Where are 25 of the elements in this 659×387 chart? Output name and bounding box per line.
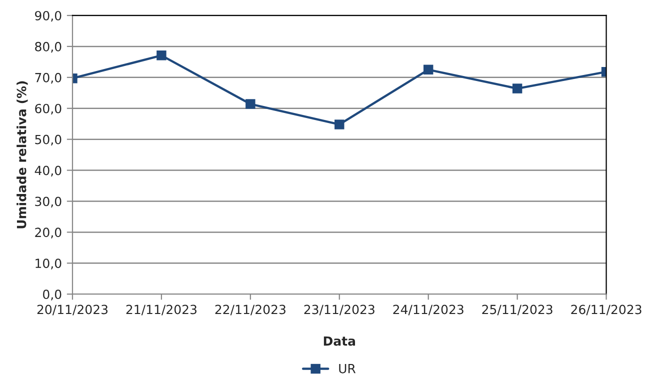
point — [423, 64, 434, 75]
point — [334, 120, 344, 130]
point — [512, 84, 522, 94]
x-tick-label: 20/11/2023 — [37, 304, 108, 316]
x-tick-label: 22/11/2023 — [215, 304, 286, 316]
x-tick-label: 21/11/2023 — [126, 304, 196, 316]
y-tick-label: 70,0 — [35, 72, 62, 84]
y-tick-label: 90,0 — [35, 10, 62, 22]
y-tick-label: 50,0 — [35, 134, 62, 146]
x-tick-label: 26/11/2023 — [571, 304, 642, 316]
y-tick-label: 20,0 — [35, 228, 62, 238]
y-tick-label: 40,0 — [34, 166, 62, 176]
y-tick-label: 60,0 — [35, 104, 62, 115]
y-tick-label: 80,0 — [35, 42, 62, 53]
y-tick-label: 0,0 — [43, 290, 62, 300]
point — [246, 99, 256, 109]
y-tick-label: 10,0 — [36, 258, 62, 270]
x-tick-label: 24/11/2023 — [393, 304, 464, 316]
y-axis-title: Umidade relativa (%) — [16, 81, 28, 228]
point — [156, 50, 166, 60]
legend-label: UR — [339, 364, 356, 374]
y-tick-label: 30,0 — [35, 196, 62, 208]
x-tick-label: 23/11/2023 — [304, 304, 374, 316]
x-axis-title: Data — [324, 336, 356, 346]
x-tick-label: 25/11/2023 — [482, 304, 552, 316]
